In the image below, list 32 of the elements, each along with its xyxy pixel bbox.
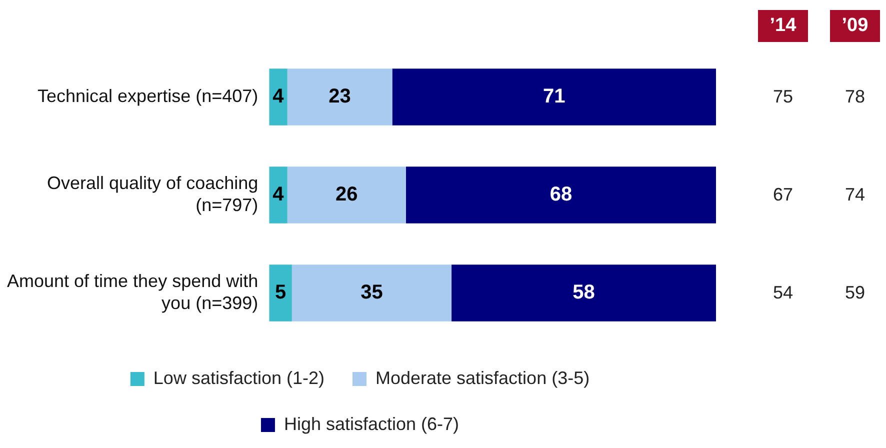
y-tick-label: Amount of time they spend with you (n=399) (6, 271, 258, 313)
text: 75 (772, 86, 794, 108)
data-label: 5 (274, 282, 286, 304)
legend-label: High satisfaction (6-7) (284, 414, 460, 434)
data-label: 4 (272, 86, 285, 108)
data-label: 71 (543, 86, 566, 108)
text: 78 (844, 86, 866, 108)
bar (269, 264, 292, 322)
text: 74 (844, 184, 866, 206)
text: ’14 (758, 10, 808, 42)
data-label: 4 (272, 184, 285, 206)
text: ’09 (830, 10, 880, 42)
data-label: 68 (550, 184, 572, 206)
data-label: 23 (328, 86, 351, 108)
bar (292, 264, 452, 322)
data-label: 35 (360, 282, 383, 304)
bar (269, 68, 288, 126)
legend-label: Low satisfaction (1-2) (153, 368, 324, 388)
bar (287, 68, 392, 126)
bar (287, 166, 406, 224)
text: 54 (772, 282, 794, 304)
bar (406, 166, 716, 224)
data-label: 58 (572, 282, 595, 304)
bar (452, 264, 716, 322)
bar (269, 166, 288, 224)
y-tick-label: Overall quality of coaching (n=797) (47, 173, 258, 215)
bar (392, 68, 716, 126)
y-tick-label: Technical expertise (n=407) (38, 86, 258, 106)
text: 59 (844, 282, 866, 304)
legend-label: Moderate satisfaction (3-5) (375, 368, 590, 388)
data-label: 26 (336, 184, 358, 206)
text: 67 (772, 184, 794, 206)
